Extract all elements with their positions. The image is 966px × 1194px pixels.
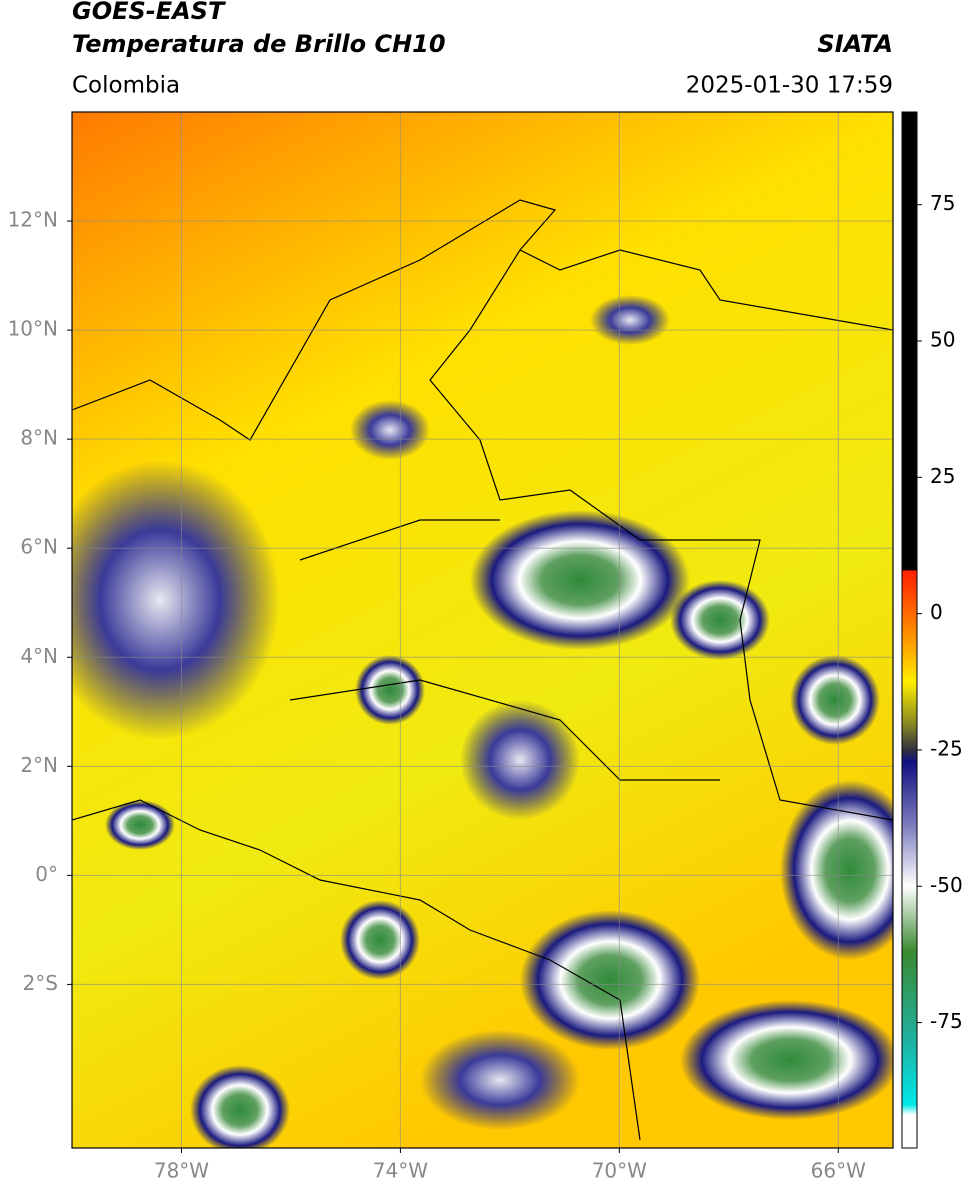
x-tick-label: 74°W	[373, 1159, 428, 1183]
y-tick-label: 0°	[35, 862, 58, 886]
region: Colombia	[72, 73, 180, 99]
subtitle: Temperatura de Brillo CH10	[72, 30, 446, 58]
x-tick-label: 70°W	[592, 1159, 647, 1183]
colorbar-tick-label: -50	[930, 873, 963, 897]
source: SIATA	[817, 30, 893, 58]
colorbar-tick-label: 0	[930, 600, 943, 624]
colorbar-tick-label: -75	[930, 1009, 963, 1033]
colorbar-tick-label: -25	[930, 736, 963, 760]
datetime: 2025-01-30 17:59	[686, 73, 893, 99]
colorbar-tick-label: 75	[930, 191, 955, 215]
title: GOES-EAST	[72, 0, 226, 25]
y-tick-label: 12°N	[8, 208, 58, 232]
colorbar	[901, 111, 918, 1149]
y-tick-label: 6°N	[20, 535, 58, 559]
satellite-image	[72, 112, 893, 1148]
y-tick-label: 2°N	[20, 753, 58, 777]
y-tick-label: 2°S	[23, 971, 58, 995]
y-tick-label: 10°N	[8, 317, 58, 341]
x-tick-label: 78°W	[154, 1159, 209, 1183]
colorbar-tick-label: 50	[930, 328, 955, 352]
colorbar-tick-label: 25	[930, 464, 955, 488]
y-tick-label: 4°N	[20, 644, 58, 668]
x-tick-label: 66°W	[811, 1159, 866, 1183]
map-frame	[71, 111, 894, 1149]
y-tick-label: 8°N	[20, 426, 58, 450]
